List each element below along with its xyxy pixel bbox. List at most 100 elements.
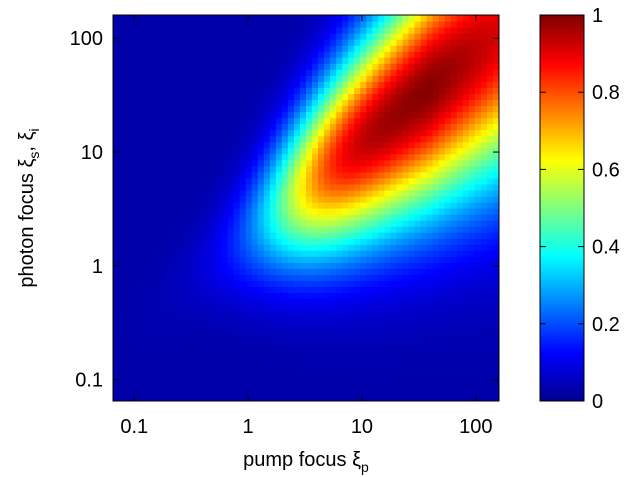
heatmap-cell — [257, 63, 265, 70]
heatmap-cell — [468, 280, 476, 288]
heatmap-cell — [444, 322, 452, 330]
heatmap-cell — [354, 394, 361, 401]
heatmap-cell — [263, 129, 271, 137]
heatmap-cell — [197, 141, 205, 149]
heatmap-cell — [143, 33, 150, 40]
heatmap-cell — [486, 201, 494, 209]
heatmap-cell — [426, 370, 434, 378]
heatmap-cell — [450, 286, 458, 294]
heatmap-cell — [113, 99, 120, 107]
heatmap-cell — [372, 15, 379, 22]
heatmap-cell — [390, 226, 398, 233]
heatmap-cell — [137, 322, 144, 330]
heatmap-cell — [396, 171, 404, 179]
heatmap-cell — [336, 220, 343, 227]
heatmap-cell — [149, 93, 156, 101]
heatmap-cell — [414, 201, 422, 209]
heatmap-cell — [287, 165, 295, 173]
heatmap-cell — [131, 105, 138, 113]
heatmap-cell — [330, 286, 337, 294]
heatmap-cell — [402, 153, 410, 161]
heatmap-cell — [492, 93, 499, 101]
heatmap-cell — [155, 51, 162, 58]
heatmap-cell — [233, 328, 241, 336]
heatmap-cell — [209, 370, 217, 378]
heatmap-cell — [384, 165, 392, 173]
heatmap-cell — [468, 370, 476, 378]
heatmap-cell — [203, 352, 211, 360]
heatmap-cell — [161, 111, 168, 119]
heatmap-cell — [474, 39, 482, 46]
heatmap-cell — [185, 57, 193, 64]
heatmap-cell — [408, 21, 416, 28]
heatmap-cell — [227, 268, 235, 275]
heatmap-cell — [119, 69, 126, 76]
heatmap-cell — [492, 208, 499, 215]
heatmap-cell — [330, 298, 337, 306]
heatmap-cell — [263, 57, 271, 64]
heatmap-cell — [474, 310, 482, 318]
heatmap-cell — [197, 45, 205, 52]
heatmap-cell — [438, 250, 446, 257]
heatmap-cell — [209, 171, 217, 179]
heatmap-cell — [221, 105, 229, 113]
heatmap-cell — [125, 135, 132, 143]
heatmap-cell — [402, 105, 410, 113]
heatmap-cell — [209, 226, 217, 233]
heatmap-cell — [354, 370, 361, 378]
heatmap-cell — [197, 250, 205, 257]
heatmap-cell — [456, 262, 464, 269]
heatmap-cell — [312, 322, 319, 330]
heatmap-cell — [179, 334, 186, 342]
heatmap-cell — [293, 165, 301, 173]
heatmap-cell — [402, 33, 410, 40]
heatmap-cell — [372, 183, 379, 191]
heatmap-cell — [348, 340, 355, 348]
heatmap-cell — [215, 394, 223, 401]
heatmap-cell — [137, 364, 144, 372]
heatmap-cell — [480, 171, 488, 179]
heatmap-cell — [251, 388, 259, 396]
heatmap-cell — [492, 177, 499, 185]
heatmap-cell — [432, 147, 440, 155]
heatmap-cell — [119, 388, 126, 396]
heatmap-cell — [143, 57, 150, 64]
heatmap-cell — [143, 208, 150, 215]
heatmap-cell — [239, 358, 247, 366]
heatmap-cell — [215, 316, 223, 324]
heatmap-cell — [414, 87, 422, 95]
heatmap-cell — [348, 316, 355, 324]
heatmap-cell — [167, 165, 174, 173]
heatmap-cell — [336, 75, 343, 82]
heatmap-cell — [474, 99, 482, 107]
heatmap-cell — [318, 220, 325, 227]
heatmap-cell — [450, 69, 458, 76]
heatmap-cell — [119, 147, 126, 155]
heatmap-cell — [450, 208, 458, 215]
heatmap-cell — [173, 334, 180, 342]
heatmap-cell — [143, 87, 150, 95]
heatmap-cell — [257, 286, 265, 294]
heatmap-cell — [137, 274, 144, 281]
heatmap-cell — [233, 346, 241, 354]
heatmap-cell — [251, 286, 259, 294]
heatmap-cell — [227, 394, 235, 401]
heatmap-cell — [366, 45, 373, 52]
heatmap-cell — [462, 159, 470, 167]
heatmap-cell — [167, 105, 174, 113]
heatmap-cell — [360, 135, 367, 143]
heatmap-cell — [450, 388, 458, 396]
heatmap-cell — [119, 352, 126, 360]
heatmap-cell — [131, 334, 138, 342]
heatmap-cell — [408, 33, 416, 40]
heatmap-cell — [233, 177, 241, 185]
heatmap-cell — [468, 165, 476, 173]
heatmap-cell — [245, 280, 253, 288]
heatmap-cell — [324, 274, 331, 281]
heatmap-cell — [161, 75, 168, 82]
heatmap-cell — [161, 123, 168, 131]
heatmap-cell — [384, 201, 392, 209]
heatmap-cell — [221, 316, 229, 324]
heatmap-cell — [173, 256, 180, 263]
heatmap-cell — [348, 195, 355, 203]
